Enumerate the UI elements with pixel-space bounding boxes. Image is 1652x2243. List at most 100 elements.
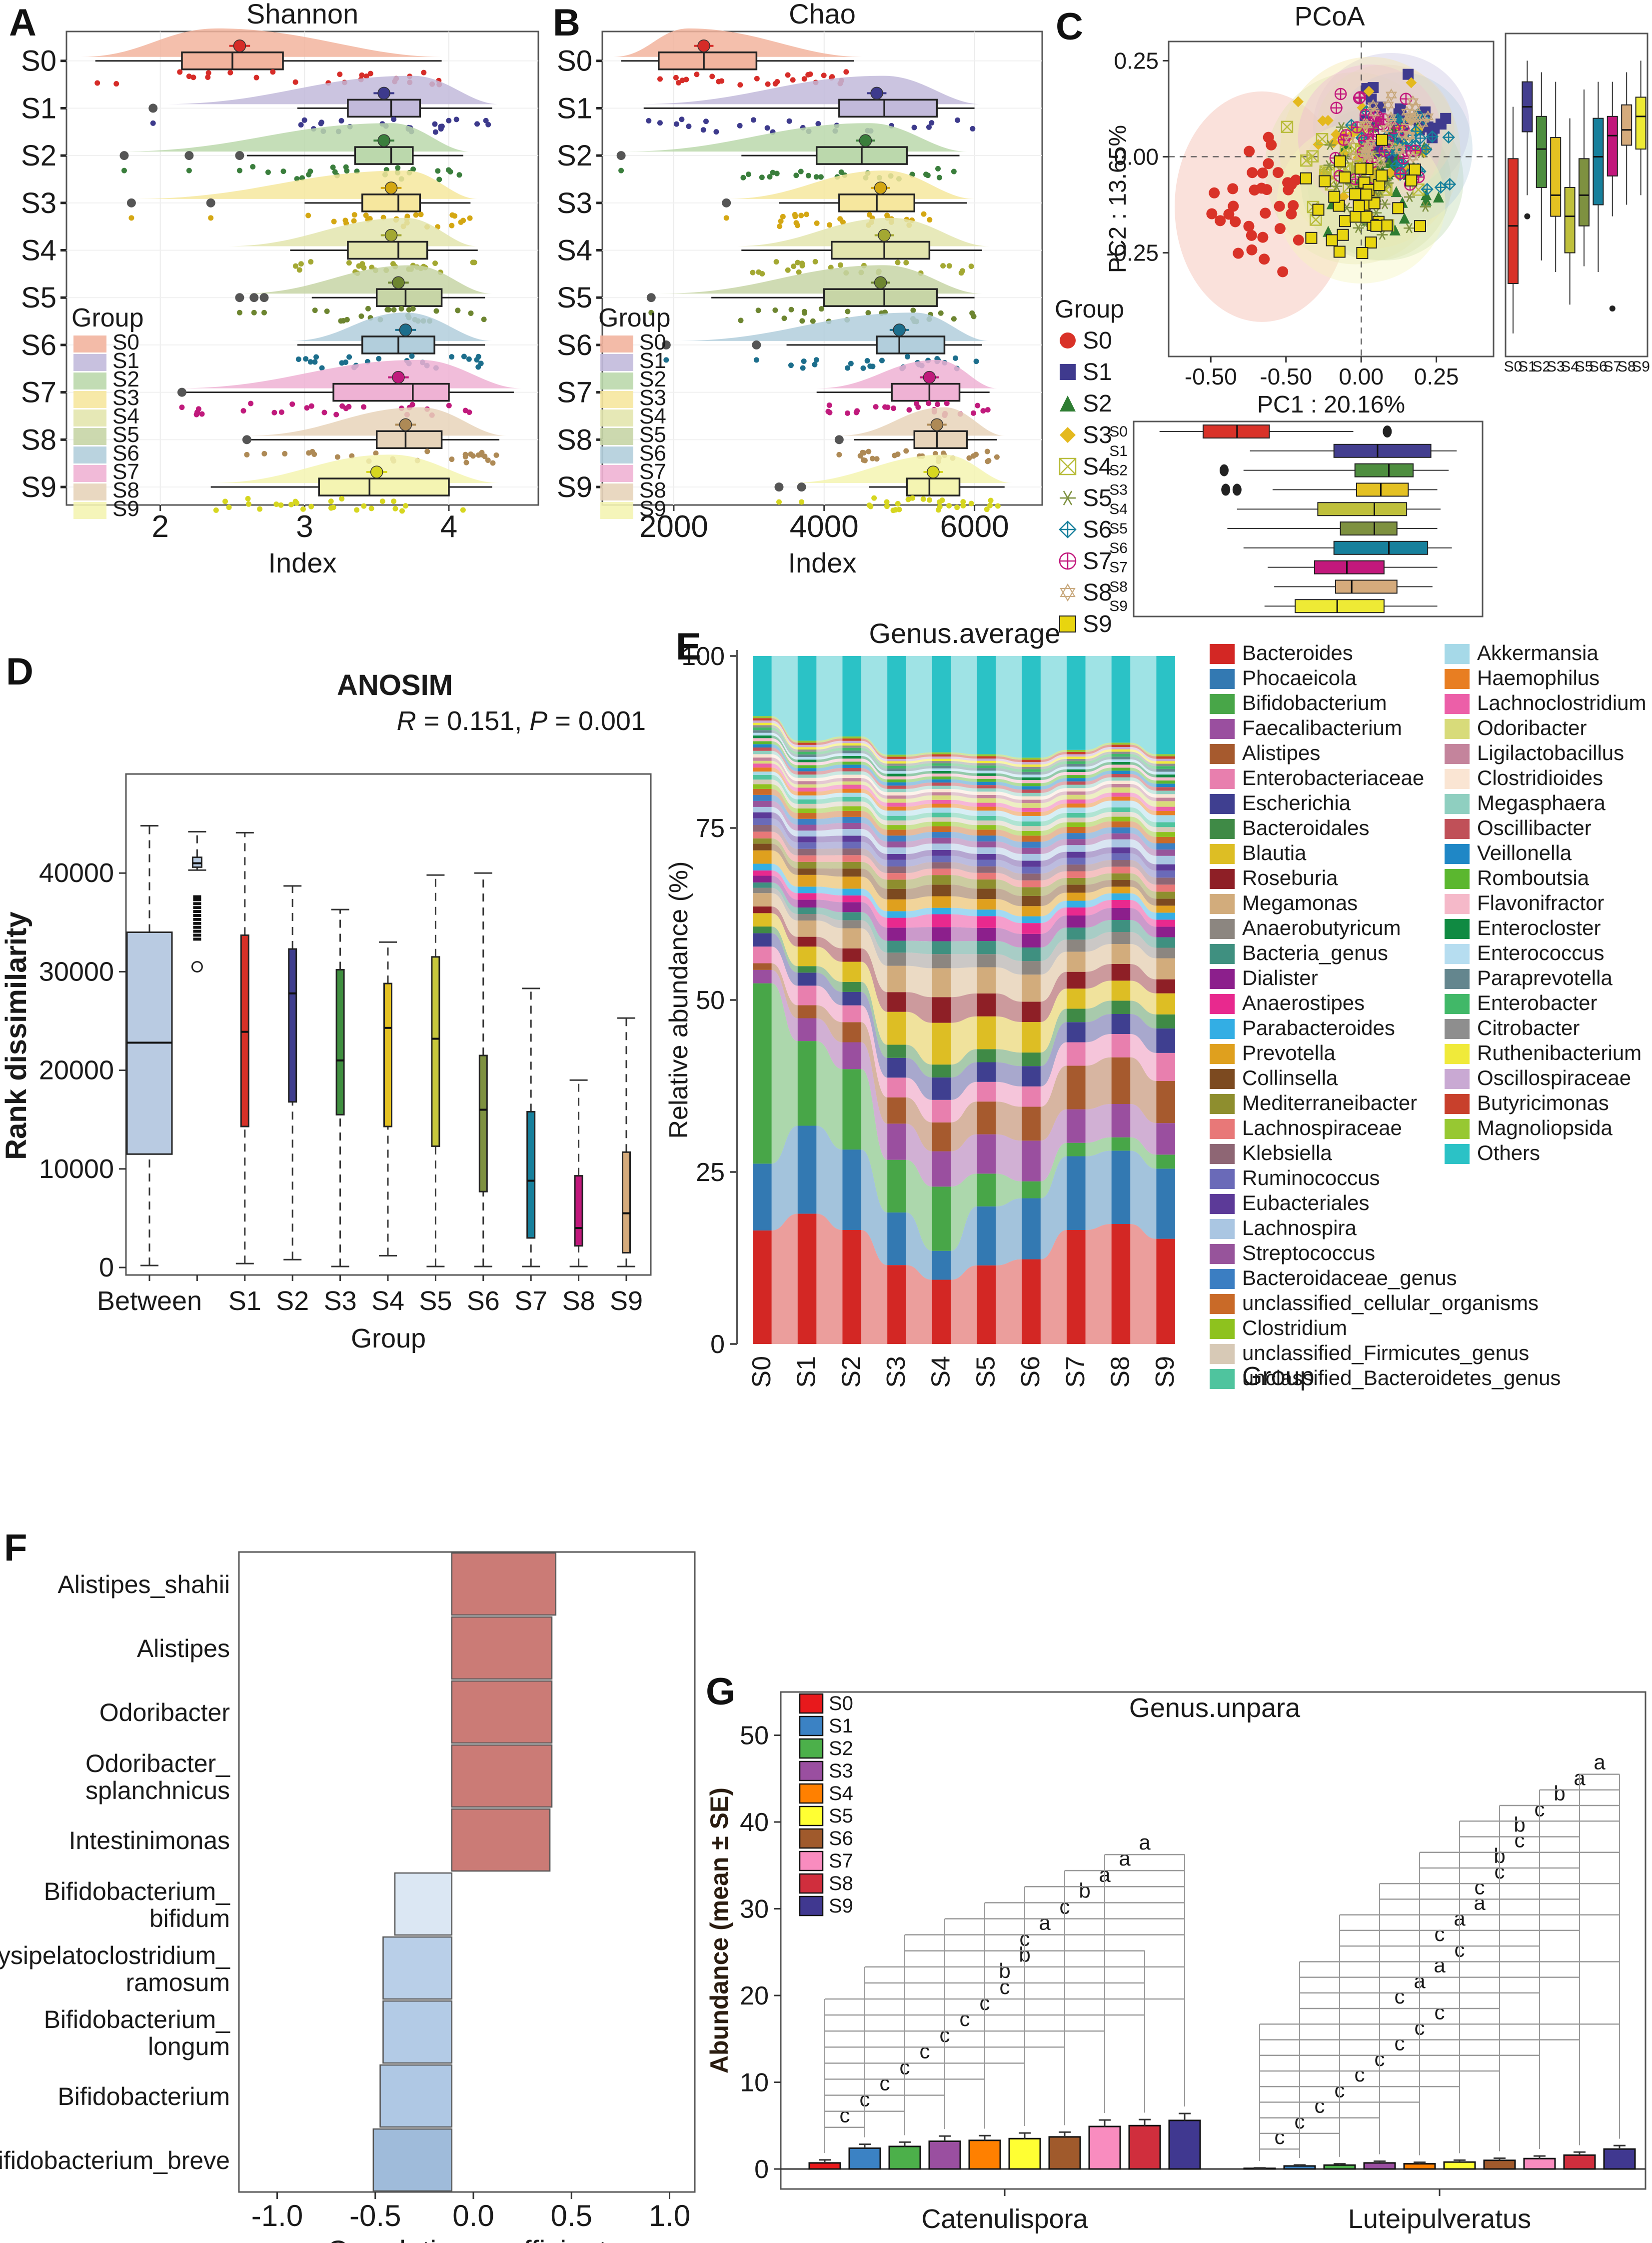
- data-point: [871, 495, 877, 501]
- flow-band: [1085, 839, 1112, 852]
- bar-segment: [1022, 783, 1041, 786]
- bar-segment: [977, 854, 996, 860]
- flow-band: [906, 795, 932, 803]
- bar-segment: [1022, 1022, 1041, 1053]
- bar-segment: [1156, 937, 1175, 948]
- legend-swatch: [1445, 844, 1470, 864]
- legend-swatch: [1445, 1069, 1470, 1089]
- flow-band: [771, 983, 798, 1164]
- flow-band: [861, 1069, 888, 1212]
- legend-swatch: [1210, 969, 1235, 989]
- flow-band: [951, 808, 977, 816]
- flow-band: [861, 778, 888, 799]
- panel-pcoa: PCoA 0.25 0.00 -0.25 -0.50 -0.50 0.00 0.25 PC1 :…: [1050, 2, 1652, 638]
- bar-segment: [887, 656, 906, 755]
- flow-band: [951, 856, 977, 866]
- flow-band: [906, 856, 932, 866]
- data-point: [940, 263, 946, 269]
- scatter-marker: [1434, 180, 1448, 194]
- bar: [394, 1872, 453, 1936]
- bar-segment: [1111, 812, 1131, 817]
- bar-segment: [797, 874, 817, 887]
- flow-band: [1130, 920, 1157, 948]
- bar-segment: [977, 806, 996, 811]
- legend-label: S7: [1083, 548, 1112, 574]
- data-point: [818, 306, 824, 312]
- pc1-box-label: S7: [1109, 560, 1128, 576]
- bar-segment: [1066, 892, 1086, 901]
- bar-segment: [797, 765, 817, 768]
- bar-segment: [842, 1230, 862, 1344]
- flow-band: [906, 1097, 932, 1152]
- bar-segment: [797, 986, 817, 1006]
- data-point: [307, 359, 313, 365]
- flow-band: [1040, 778, 1067, 790]
- data-point: [292, 263, 298, 269]
- bar-segment: [1022, 896, 1041, 906]
- bar-segment: [1022, 769, 1041, 772]
- x-tick-label: 6000: [940, 510, 1009, 544]
- scatter-marker: [1263, 132, 1274, 143]
- panel-chao-raincloud: Chao 2000 4000 6000 Index S0 S1 S2 S3 S4 S5 S6 S7 S8 S…: [552, 0, 1052, 592]
- flow-band: [1130, 839, 1157, 864]
- bar-segment: [753, 876, 772, 882]
- bar-segment: [842, 912, 862, 920]
- flow-band: [1040, 988, 1067, 1053]
- data-point: [750, 117, 756, 123]
- flow-band: [1085, 908, 1112, 928]
- data-point: [866, 448, 872, 454]
- data-point: [772, 307, 778, 313]
- scatter-marker: [1375, 156, 1387, 170]
- scatter-marker: [1300, 172, 1312, 184]
- flow-band: [1130, 792, 1157, 811]
- bar-segment: [753, 738, 772, 742]
- flow-band: [1085, 774, 1112, 785]
- density-blob: [246, 407, 507, 436]
- pc1-box-label: S2: [1109, 462, 1128, 479]
- bar-segment: [887, 788, 906, 792]
- pc2-box: [1593, 82, 1604, 272]
- pc1-box: [1243, 540, 1452, 555]
- flow-band: [1130, 1057, 1157, 1124]
- bar-segment: [977, 794, 996, 798]
- flow-band: [816, 796, 843, 804]
- flow-band: [1130, 759, 1157, 775]
- legend-swatch: [799, 1738, 824, 1759]
- flow-band: [771, 788, 798, 819]
- bar-segment: [887, 771, 906, 774]
- legend-label: S2: [112, 367, 139, 392]
- legend-label: Enterobacter: [1477, 991, 1597, 1014]
- y-tick-label: 30: [740, 1895, 769, 1924]
- data-point: [461, 354, 467, 360]
- data-point: [205, 74, 211, 80]
- flow-band: [996, 1259, 1022, 1344]
- bar-segment: [842, 1069, 862, 1150]
- data-point: [318, 120, 324, 126]
- x-tick-label: S0: [747, 1356, 776, 1388]
- bar-segment: [1156, 892, 1175, 899]
- row-label: S5: [557, 282, 592, 314]
- legend-label: S3: [1083, 422, 1112, 448]
- bar-segment: [797, 778, 817, 782]
- legend-label: Paraprevotella: [1477, 966, 1613, 990]
- legend-label: S6: [639, 441, 666, 466]
- bar-segment: [753, 732, 772, 736]
- flow-band: [1040, 794, 1067, 808]
- x-axis-label: Group: [351, 1324, 426, 1354]
- legend-label: Prevotella: [1242, 1041, 1336, 1064]
- bar-segment: [753, 946, 772, 964]
- outlier-dot: [1232, 484, 1242, 496]
- data-point: [373, 450, 379, 456]
- bar-segment: [797, 744, 817, 748]
- scatter-marker: [1060, 427, 1076, 443]
- bar-segment: [1156, 790, 1175, 794]
- bar-segment: [887, 820, 906, 826]
- flow-band: [816, 986, 843, 1022]
- bar: [1603, 2148, 1636, 2170]
- bar-segment: [1022, 916, 1041, 924]
- flow-band: [906, 826, 932, 836]
- bar-segment: [1022, 826, 1041, 831]
- flow-band: [861, 1150, 888, 1266]
- data-point: [436, 176, 442, 182]
- flow-band: [906, 779, 932, 786]
